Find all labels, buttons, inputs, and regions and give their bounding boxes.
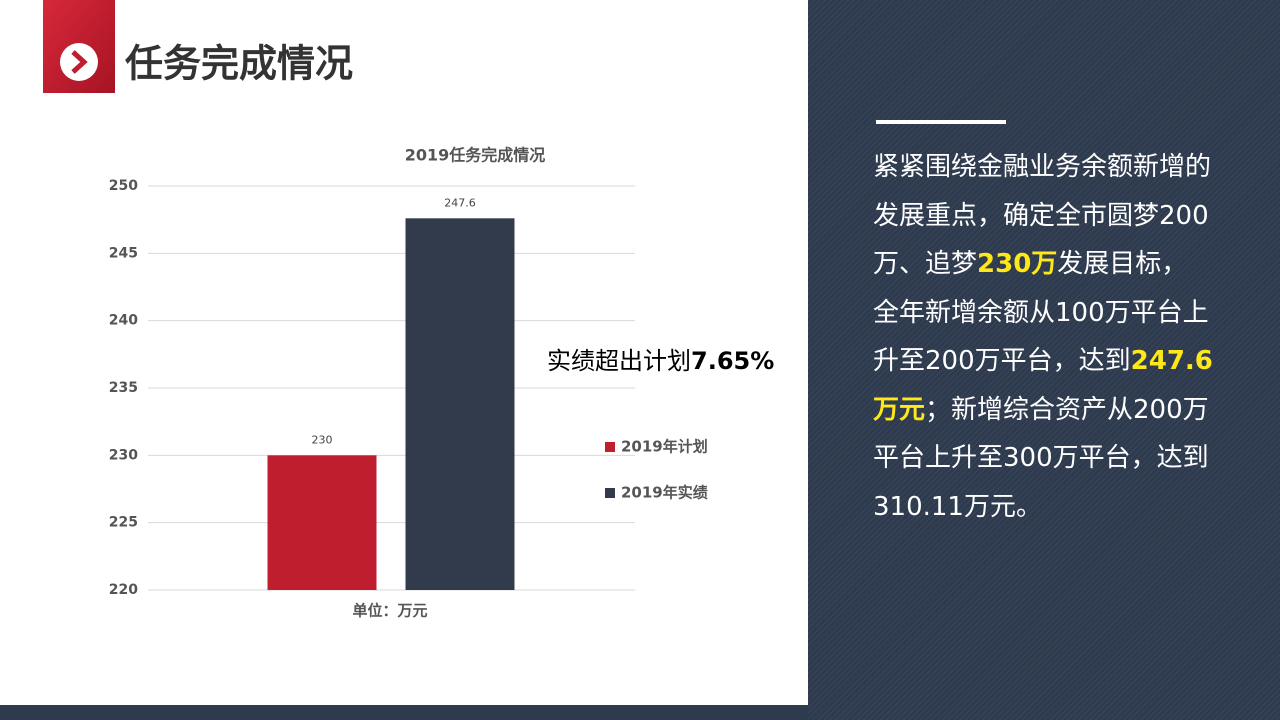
paragraph-text: 发展目标，全年新增余额从100万平台上升至200万平台，达到 [873,249,1209,376]
chart-title: 2019任务完成情况 [405,146,546,165]
legend-swatch [605,442,615,452]
panel-paragraph: 紧紧围绕金融业务余额新增的发展重点，确定全市圆梦200万、追梦230万发展目标，… [873,143,1213,531]
bar [405,218,515,590]
y-tick-label: 230 [109,447,138,463]
side-panel: 紧紧围绕金融业务余额新增的发展重点，确定全市圆梦200万、追梦230万发展目标，… [808,0,1280,720]
footer-strip [0,705,808,720]
slide-title: 任务完成情况 [125,42,353,86]
icon-circle [60,43,98,81]
data-label: 247.6 [444,196,476,209]
y-tick-label: 235 [109,380,138,396]
paragraph-text: ；新增综合资产从200万平台上升至300万平台，达到310.11万元。 [873,394,1209,522]
legend-swatch [605,488,615,498]
highlight-text: 247.6万元 [873,346,1213,425]
y-tick-label: 245 [109,245,138,261]
legend-label: 2019年实绩 [621,484,708,502]
y-tick-label: 225 [109,515,138,531]
annotation: 实绩超出计划7.65% [547,347,774,375]
y-tick-label: 220 [109,582,138,598]
annotation-text: 实绩超出计划 [547,347,691,375]
chart: 任务完成情况 2019任务完成情况 单位：万元 实绩超出计划7.65% 220 2… [43,0,774,620]
icon-chevron [71,50,88,74]
annotation-highlight: 7.65% [691,347,774,375]
y-tick-label: 250 [109,178,138,194]
legend-label: 2019年计划 [621,438,708,456]
y-tick-label: 240 [109,313,138,329]
paragraph-text: 紧紧围绕金融业务余额新增的发展重点，确定全市圆梦200万、追梦 [873,152,1212,279]
highlight-text: 230万 [977,249,1058,279]
x-axis-label: 单位：万元 [352,602,427,620]
panel-rule [876,120,1006,124]
bar [267,455,377,590]
data-label: 230 [312,433,333,446]
